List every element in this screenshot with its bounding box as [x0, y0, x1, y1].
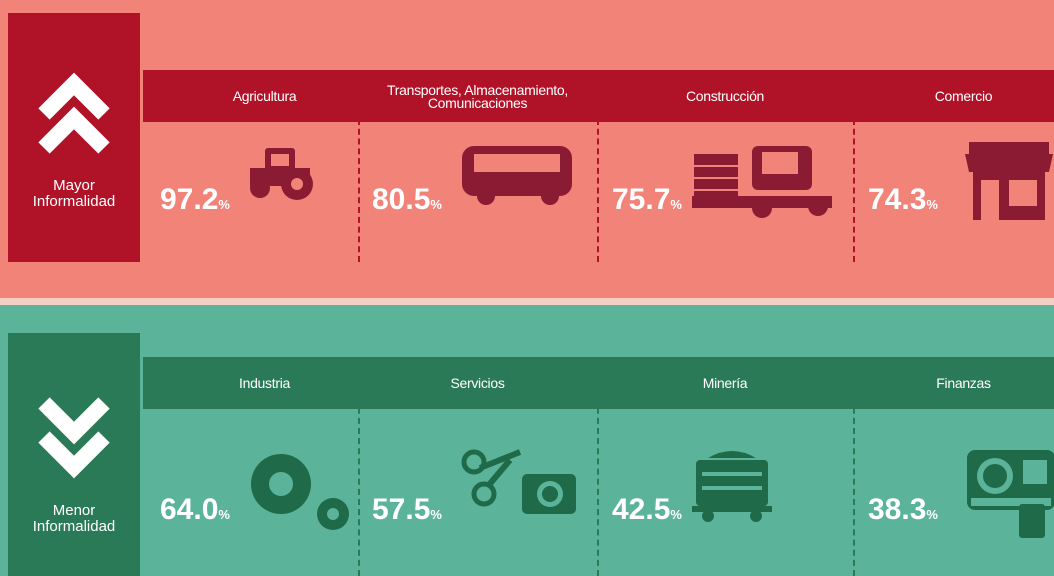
value: 42.5% — [612, 493, 682, 526]
section-title: Mayor Informalidad — [32, 177, 116, 210]
chevrons — [38, 72, 110, 154]
divider — [597, 70, 599, 262]
category-label: Agricultura — [232, 88, 297, 104]
unit: % — [430, 507, 442, 522]
category-label: Comercio — [934, 88, 993, 104]
unit: % — [218, 197, 230, 212]
unit: % — [926, 197, 938, 212]
divider — [597, 357, 599, 576]
divider — [853, 357, 855, 576]
icon — [250, 148, 313, 200]
category-label: Minería — [702, 375, 748, 391]
value: 75.7% — [612, 183, 682, 216]
chevrons — [38, 397, 110, 479]
category-label: Transportes, Almacenamiento, Comunicacio… — [387, 82, 568, 111]
icon — [692, 146, 832, 218]
icon — [461, 449, 576, 514]
unit: % — [670, 197, 682, 212]
value: 97.2% — [160, 183, 230, 216]
category-label: Finanzas — [936, 375, 991, 391]
unit: % — [670, 507, 682, 522]
icon — [462, 146, 572, 205]
icon — [251, 454, 349, 530]
icon — [965, 142, 1053, 220]
section-bg — [0, 305, 1054, 576]
divider — [358, 70, 360, 262]
section-box: Mayor Informalidad — [8, 13, 140, 262]
value: 64.0% — [160, 493, 230, 526]
value: 57.5% — [372, 493, 442, 526]
unit: % — [218, 507, 230, 522]
section-title: Menor Informalidad — [32, 502, 116, 535]
value: 80.5% — [372, 183, 442, 216]
divider — [853, 70, 855, 262]
icon — [967, 450, 1054, 538]
value: 74.3% — [868, 183, 938, 216]
value: 38.3% — [868, 493, 938, 526]
section-box: Menor Informalidad — [8, 333, 140, 576]
category-label: Industria — [239, 375, 290, 391]
unit: % — [430, 197, 442, 212]
divider — [358, 357, 360, 576]
icon — [692, 451, 772, 522]
unit: % — [926, 507, 938, 522]
category-label: Servicios — [450, 375, 505, 391]
category-label: Construcción — [685, 88, 765, 104]
